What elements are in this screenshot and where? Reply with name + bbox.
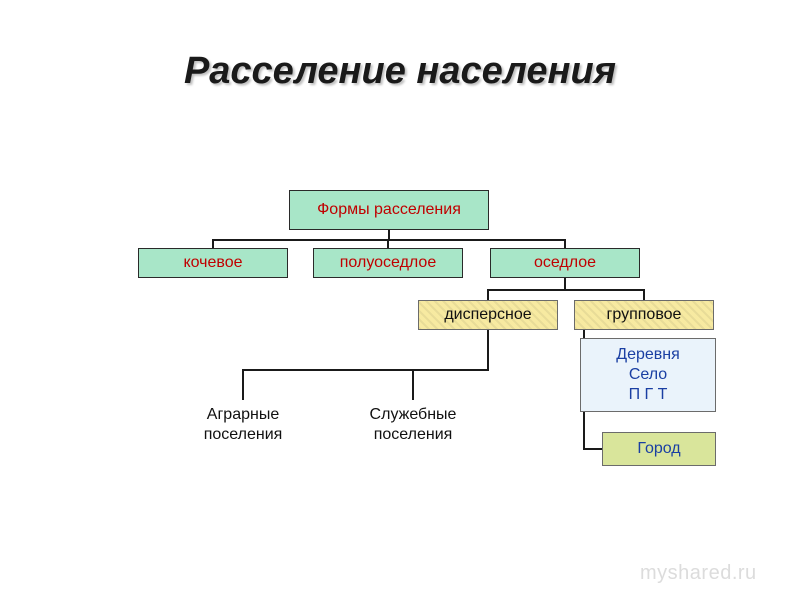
- node-semi: полуоседлое: [313, 248, 463, 278]
- node-settled: оседлое: [490, 248, 640, 278]
- node-village_list: ДеревняСелоП Г Т: [580, 338, 716, 412]
- diagram-title: Расселение населения: [0, 50, 800, 93]
- node-nomadic: кочевое: [138, 248, 288, 278]
- node-dispersed: дисперсное: [418, 300, 558, 330]
- node-service: Служебные поселения: [338, 400, 488, 450]
- node-city: Город: [602, 432, 716, 466]
- watermark-text: myshared.ru: [640, 562, 757, 585]
- diagram-stage: Расселение населения myshared.ru Формы р…: [0, 0, 800, 600]
- node-root: Формы расселения: [289, 190, 489, 230]
- node-agrarian: Аграрные поселения: [168, 400, 318, 450]
- node-grouped: групповое: [574, 300, 714, 330]
